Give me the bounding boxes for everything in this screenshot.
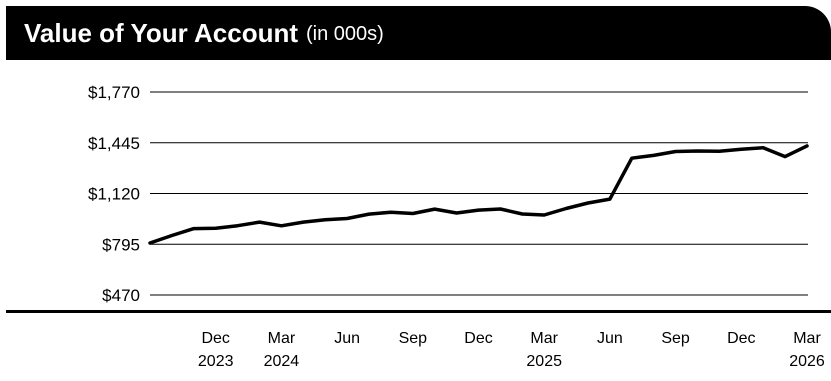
x-tick-month: Jun bbox=[334, 330, 360, 347]
data-point bbox=[784, 155, 786, 158]
x-tick-month: Mar bbox=[530, 330, 558, 347]
data-point bbox=[652, 154, 655, 157]
x-tick-year: 2024 bbox=[264, 353, 300, 370]
data-point bbox=[565, 207, 567, 210]
data-point bbox=[587, 202, 589, 204]
x-tick-year: 2025 bbox=[526, 353, 562, 370]
data-point bbox=[433, 208, 436, 210]
data-point bbox=[609, 198, 611, 200]
y-tick-label: $470 bbox=[102, 286, 140, 305]
x-tick-month: Sep bbox=[661, 330, 690, 347]
data-point bbox=[696, 150, 699, 152]
data-point bbox=[149, 242, 151, 244]
y-tick-label: $795 bbox=[102, 235, 140, 254]
x-tick-month: Dec bbox=[464, 330, 492, 347]
chart-title-bar: Value of Your Account (in 000s) bbox=[6, 6, 831, 60]
data-point bbox=[631, 157, 633, 160]
data-point bbox=[214, 227, 217, 229]
data-point bbox=[280, 225, 283, 227]
data-point bbox=[171, 234, 173, 237]
data-point bbox=[740, 148, 743, 150]
data-point bbox=[718, 150, 721, 152]
x-tick-year: 2026 bbox=[789, 353, 825, 370]
data-point bbox=[368, 213, 370, 215]
data-point bbox=[499, 208, 502, 210]
x-tick-month: Sep bbox=[399, 330, 428, 347]
x-axis-line bbox=[6, 310, 831, 313]
data-point bbox=[412, 212, 414, 215]
data-point bbox=[455, 212, 458, 214]
data-point bbox=[346, 217, 348, 220]
x-tick-month: Mar bbox=[268, 330, 296, 347]
series-line bbox=[148, 144, 809, 245]
chart-title-unit: (in 000s) bbox=[306, 23, 384, 45]
data-point bbox=[324, 218, 327, 221]
y-tick-label: $1,445 bbox=[88, 134, 140, 153]
x-tick-year: 2023 bbox=[198, 353, 234, 370]
data-point bbox=[302, 221, 305, 223]
data-point bbox=[521, 213, 524, 215]
x-tick-month: Dec bbox=[727, 330, 755, 347]
x-tick-month: Jun bbox=[597, 330, 623, 347]
x-tick-month: Dec bbox=[201, 330, 229, 347]
data-point bbox=[762, 146, 764, 149]
data-point bbox=[674, 150, 677, 153]
x-tick-month: Mar bbox=[793, 330, 821, 347]
data-point bbox=[543, 214, 545, 216]
data-point bbox=[236, 224, 239, 227]
y-tick-label: $1,770 bbox=[88, 83, 140, 102]
data-point bbox=[806, 145, 808, 147]
data-point bbox=[193, 227, 195, 230]
data-point bbox=[390, 211, 392, 214]
data-point bbox=[477, 209, 480, 211]
chart-title: Value of Your Account bbox=[24, 18, 299, 48]
y-tick-label: $1,120 bbox=[88, 185, 140, 204]
data-point bbox=[258, 221, 261, 223]
